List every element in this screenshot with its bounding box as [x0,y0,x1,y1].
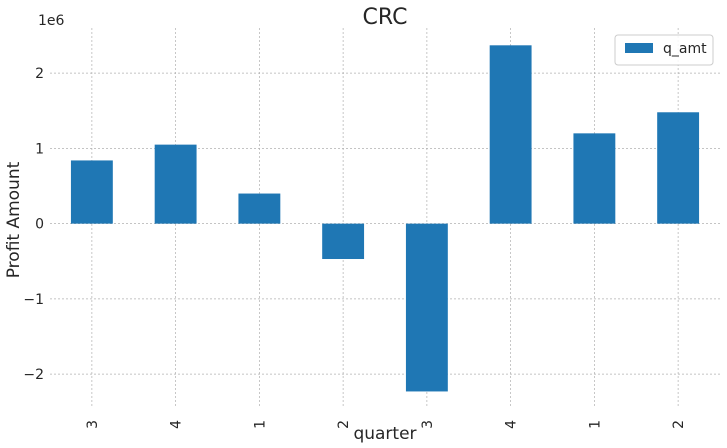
legend: q_amt [614,34,714,66]
y-tick-label: 1 [35,141,44,157]
legend-swatch [625,43,653,53]
bar [657,112,700,224]
x-axis-label: quarter [353,424,416,444]
legend-frame [614,34,714,66]
x-tick-label: 2 [671,420,687,429]
y-tick-label: 0 [35,217,44,233]
bar [405,223,448,392]
x-tick-label: 1 [587,420,603,429]
x-tick-label: 2 [336,420,352,429]
x-tick-label: 1 [252,420,268,429]
bar [70,160,113,224]
chart-title: CRC [363,5,408,30]
y-tick-label: −2 [23,367,44,383]
bar [322,223,365,260]
bar [238,193,281,224]
y-tick-label: 2 [35,66,44,82]
y-ticks: −2 −1 0 1 2 [23,66,44,383]
legend-label: q_amt [663,41,707,57]
bar [573,133,616,224]
x-tick-label: 3 [85,420,101,429]
bars [70,45,700,392]
x-tick-label: 4 [169,420,185,429]
bar [154,144,197,224]
y-offset-label: 1e6 [38,13,65,29]
bar [489,45,532,224]
x-tick-label: 4 [504,420,520,429]
x-ticks: 3 4 1 2 3 4 1 2 [85,420,687,429]
x-tick-label: 3 [420,420,436,429]
y-tick-label: −1 [23,292,44,308]
y-axis-label: Profit Amount [4,161,24,278]
